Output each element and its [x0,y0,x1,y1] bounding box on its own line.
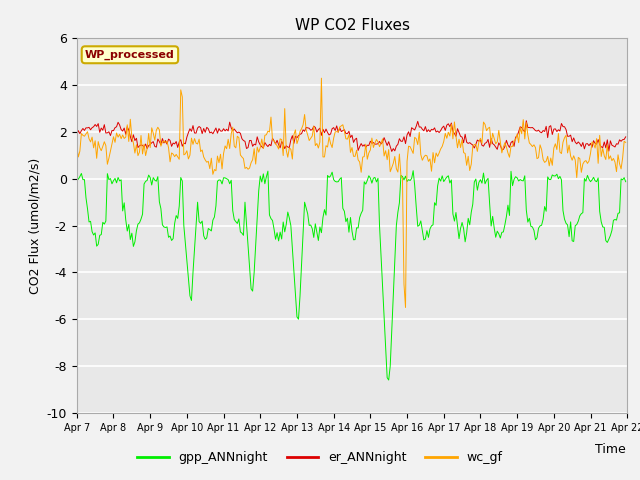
gpp_ANNnight [237,229,244,235]
gpp_ANNnight [264,168,272,174]
gpp_ANNnight [73,174,81,180]
gpp_ANNnight [385,377,392,383]
gpp_ANNnight [622,179,630,185]
gpp_ANNnight [313,229,321,235]
Y-axis label: CO2 Flux (umol/m2/s): CO2 Flux (umol/m2/s) [28,157,41,294]
Line: er_ANNnight: er_ANNnight [77,121,626,152]
er_ANNnight [313,129,321,135]
wc_gf [622,140,630,145]
Title: WP CO2 Fluxes: WP CO2 Fluxes [294,18,410,33]
gpp_ANNnight [255,188,262,193]
gpp_ANNnight [595,175,602,181]
er_ANNnight [595,137,602,143]
er_ANNnight [388,149,396,155]
er_ANNnight [622,134,630,140]
gpp_ANNnight [410,168,417,174]
wc_gf [255,149,262,155]
er_ANNnight [73,132,81,138]
er_ANNnight [237,131,244,136]
wc_gf [595,160,602,166]
Legend: gpp_ANNnight, er_ANNnight, wc_gf: gpp_ANNnight, er_ANNnight, wc_gf [132,446,508,469]
Line: gpp_ANNnight: gpp_ANNnight [77,171,626,380]
Line: wc_gf: wc_gf [77,78,626,308]
er_ANNnight [255,139,262,145]
wc_gf [237,152,244,158]
wc_gf [140,141,148,147]
Text: WP_processed: WP_processed [85,49,175,60]
er_ANNnight [522,118,530,124]
er_ANNnight [140,144,148,150]
gpp_ANNnight [140,181,148,187]
wc_gf [402,305,410,311]
wc_gf [317,75,325,81]
X-axis label: Time: Time [595,443,626,456]
wc_gf [73,144,81,149]
er_ANNnight [264,144,272,149]
wc_gf [313,141,321,146]
wc_gf [264,128,272,134]
